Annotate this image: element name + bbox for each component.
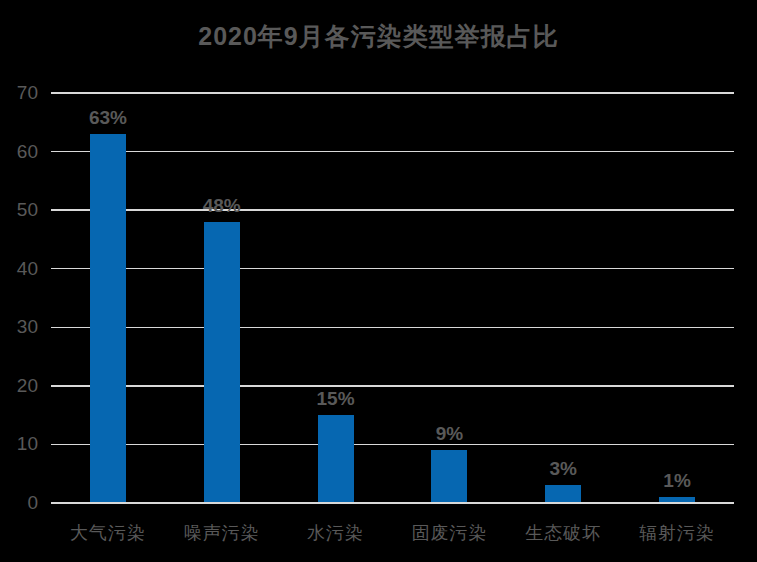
bar-chart: 2020年9月各污染类型举报占比 63% 48% 15%9% 3%1% 0 10 20 30… bbox=[0, 0, 757, 562]
bar bbox=[204, 222, 240, 503]
bar bbox=[431, 450, 467, 503]
y-tick-label: 70 bbox=[0, 80, 38, 106]
gridline bbox=[51, 92, 734, 94]
bar-value-label: 63% bbox=[51, 107, 165, 129]
y-tick-label: 40 bbox=[0, 256, 38, 282]
gridline bbox=[51, 209, 734, 211]
bar bbox=[545, 485, 581, 503]
x-tick-label: 固废污染 bbox=[393, 521, 507, 545]
y-tick-label: 50 bbox=[0, 197, 38, 223]
bar-value-label: 3% bbox=[506, 458, 620, 480]
x-tick-label: 噪声污染 bbox=[165, 521, 279, 545]
bar bbox=[90, 134, 126, 503]
y-tick-label: 10 bbox=[0, 431, 38, 457]
y-tick-label: 30 bbox=[0, 314, 38, 340]
gridline bbox=[51, 268, 734, 270]
gridline bbox=[51, 327, 734, 329]
x-tick-label: 生态破坏 bbox=[506, 521, 620, 545]
bar-value-label: 9% bbox=[393, 423, 507, 445]
gridline bbox=[51, 385, 734, 387]
x-axis-line bbox=[51, 502, 734, 504]
plot-area: 63% 48% 15%9% 3%1% bbox=[51, 93, 734, 503]
x-tick-label: 辐射污染 bbox=[620, 521, 734, 545]
y-tick-label: 20 bbox=[0, 373, 38, 399]
x-tick-label: 水污染 bbox=[279, 521, 393, 545]
chart-title: 2020年9月各污染类型举报占比 bbox=[0, 20, 757, 53]
x-axis-labels: 大气污染噪声污染水污染固废污染生态破坏辐射污染 bbox=[51, 521, 734, 551]
x-tick-label: 大气污染 bbox=[51, 521, 165, 545]
bar bbox=[318, 415, 354, 503]
bar-value-label: 15% bbox=[279, 388, 393, 410]
y-tick-label: 60 bbox=[0, 139, 38, 165]
y-tick-label: 0 bbox=[0, 490, 38, 516]
bar-value-label: 1% bbox=[620, 470, 734, 492]
bar-value-label: 48% bbox=[165, 195, 279, 217]
gridline bbox=[51, 151, 734, 153]
